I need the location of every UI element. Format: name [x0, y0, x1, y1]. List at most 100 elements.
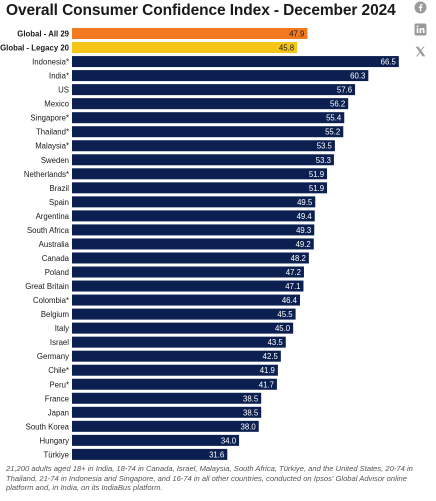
bar-indonesia: [72, 56, 399, 68]
value-label: 53.5: [317, 142, 333, 151]
bar-brazil: [72, 182, 328, 194]
value-label: 51.9: [309, 184, 324, 193]
bar-australia: [72, 238, 314, 250]
category-label: Canada: [42, 254, 70, 263]
category-label: Great Britain: [25, 282, 69, 291]
category-label: Peru*: [49, 380, 69, 389]
value-label: 47.1: [285, 282, 300, 291]
category-label: Argentina: [36, 212, 70, 221]
bar-canada: [72, 252, 309, 264]
category-label: Spain: [49, 198, 69, 207]
value-label: 47.9: [289, 30, 304, 39]
bar-hungary: [72, 434, 240, 446]
value-label: 49.4: [297, 212, 313, 221]
category-label: South Korea: [26, 422, 70, 431]
category-label: Sweden: [41, 156, 69, 165]
category-label: Chile*: [48, 366, 69, 375]
category-label: Israel: [50, 338, 69, 347]
value-label: 49.3: [296, 226, 311, 235]
value-label: 48.2: [291, 254, 306, 263]
bar-france: [72, 392, 262, 404]
value-label: 57.6: [337, 86, 352, 95]
value-label: 38.0: [241, 422, 257, 431]
value-label: 66.5: [381, 58, 397, 67]
footnote: 21,200 adults aged 18+ in India, 18-74 i…: [6, 464, 413, 493]
bar-italy: [72, 322, 294, 334]
value-label: 45.5: [277, 310, 293, 319]
category-label: Global - All 29: [17, 30, 69, 39]
category-label: Thailand*: [36, 128, 69, 137]
category-label: Brazil: [50, 184, 70, 193]
chart-title: Overall Consumer Confidence Index - Dece…: [6, 2, 396, 19]
bar-us: [72, 84, 356, 96]
value-label: 34.0: [221, 436, 237, 445]
bar-israel: [72, 336, 286, 348]
linkedin-icon[interactable]: [414, 23, 427, 36]
category-label: Colombia*: [33, 296, 69, 305]
category-label: Singapore*: [30, 114, 69, 123]
bar-germany: [72, 350, 281, 362]
value-label: 49.2: [296, 240, 311, 249]
category-label: Global - Legacy 20: [0, 44, 70, 53]
share-icons: [414, 1, 428, 67]
category-label: Türkiye: [43, 450, 69, 459]
category-label: Hungary: [40, 436, 70, 445]
value-label: 53.3: [316, 156, 331, 165]
category-label: Belgium: [41, 310, 69, 319]
value-label: 31.6: [209, 450, 224, 459]
category-label: Mexico: [44, 100, 69, 109]
category-label: South Africa: [27, 226, 70, 235]
value-label: 47.2: [286, 268, 301, 277]
category-label: France: [45, 394, 69, 403]
bar-south-korea: [72, 420, 259, 432]
category-label: India*: [49, 72, 69, 81]
value-label: 55.2: [325, 128, 340, 137]
category-label: Germany: [37, 352, 69, 361]
category-label: US: [58, 86, 69, 95]
category-label: Malaysia*: [35, 142, 69, 151]
value-label: 56.2: [330, 100, 345, 109]
value-label: 41.9: [260, 366, 275, 375]
value-label: 60.3: [350, 72, 365, 81]
bar-malaysia: [72, 140, 335, 152]
bar-colombia: [72, 294, 301, 306]
bar-spain: [72, 196, 316, 208]
value-label: 49.5: [297, 198, 313, 207]
value-label: 45.8: [279, 44, 294, 53]
value-label: 42.5: [263, 352, 279, 361]
bar-japan: [72, 406, 262, 418]
category-label: Italy: [55, 324, 69, 333]
category-label: Indonesia*: [32, 58, 69, 67]
bar-south-africa: [72, 224, 315, 236]
bar-great-britain: [72, 280, 304, 292]
bar-chile: [72, 364, 278, 376]
bar-india: [72, 70, 369, 82]
category-label: Netherlands*: [24, 170, 69, 179]
bar-global-legacy-20: [72, 42, 298, 54]
bar-thailand: [72, 126, 344, 138]
bar-belgium: [72, 308, 296, 320]
bar-poland: [72, 266, 304, 278]
bar-singapore: [72, 112, 345, 124]
category-label: Japan: [48, 408, 69, 417]
bar-peru: [72, 378, 277, 390]
value-label: 55.4: [326, 114, 342, 123]
bar-t-rkiye: [72, 448, 228, 460]
facebook-icon[interactable]: [414, 1, 427, 14]
bar-sweden: [72, 154, 334, 166]
value-label: 46.4: [282, 296, 298, 305]
bar-mexico: [72, 98, 349, 110]
value-label: 41.7: [259, 380, 274, 389]
value-label: 45.0: [275, 324, 291, 333]
category-label: Poland: [45, 268, 69, 277]
value-label: 43.5: [268, 338, 284, 347]
bar-netherlands: [72, 168, 328, 180]
x-icon[interactable]: [414, 45, 427, 58]
category-label: Australia: [39, 240, 70, 249]
bar-argentina: [72, 210, 315, 222]
value-label: 51.9: [309, 170, 324, 179]
bar-chart: Global - All 29 47.9 Global - Legacy 20 45.…: [0, 28, 399, 460]
value-label: 38.5: [243, 394, 259, 403]
bar-global-all-29: [72, 28, 308, 39]
value-label: 38.5: [243, 408, 259, 417]
